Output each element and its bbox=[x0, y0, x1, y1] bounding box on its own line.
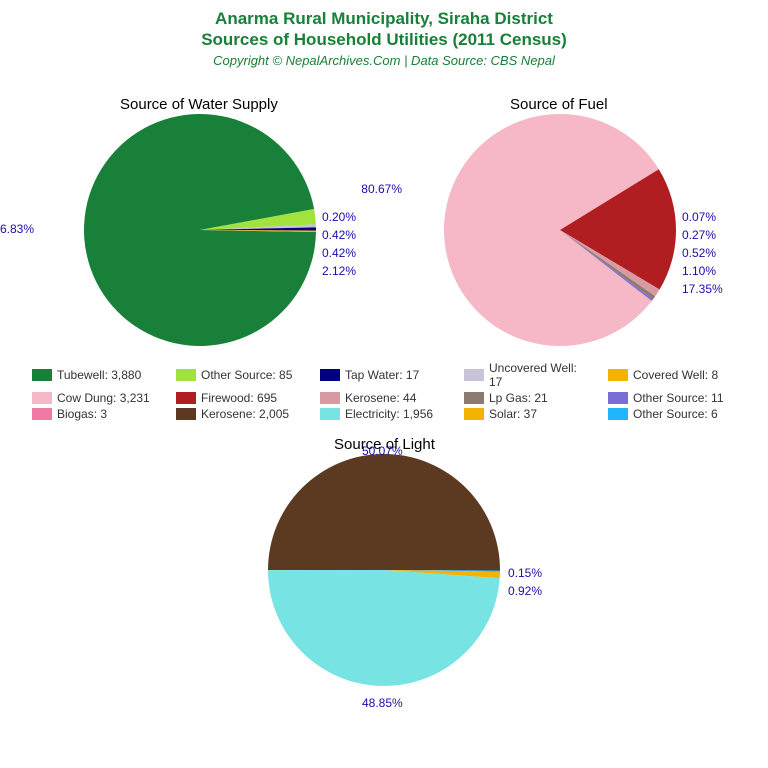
legend-item: Kerosene: 2,005 bbox=[176, 407, 304, 421]
legend-swatch bbox=[464, 369, 484, 381]
legend-label: Tap Water: 17 bbox=[345, 368, 419, 382]
legend-label: Solar: 37 bbox=[489, 407, 537, 421]
legend-label: Covered Well: 8 bbox=[633, 368, 718, 382]
legend-swatch bbox=[320, 392, 340, 404]
legend-item: Electricity: 1,956 bbox=[320, 407, 448, 421]
legend-item: Firewood: 695 bbox=[176, 391, 304, 405]
pie-slice bbox=[268, 570, 500, 686]
pie-slice bbox=[268, 454, 500, 571]
legend-label: Tubewell: 3,880 bbox=[57, 368, 141, 382]
legend-swatch bbox=[608, 369, 628, 381]
pct-label: 0.52% bbox=[682, 246, 716, 260]
legend-swatch bbox=[176, 369, 196, 381]
legend-label: Cow Dung: 3,231 bbox=[57, 391, 150, 405]
legend-item: Solar: 37 bbox=[464, 407, 592, 421]
legend-label: Lp Gas: 21 bbox=[489, 391, 548, 405]
legend-label: Electricity: 1,956 bbox=[345, 407, 433, 421]
legend-label: Biogas: 3 bbox=[57, 407, 107, 421]
pct-label: 2.12% bbox=[322, 264, 356, 278]
legend-item: Biogas: 3 bbox=[32, 407, 160, 421]
legend-label: Other Source: 11 bbox=[633, 391, 724, 405]
legend-swatch bbox=[176, 392, 196, 404]
legend-label: Firewood: 695 bbox=[201, 391, 277, 405]
legend-item: Kerosene: 44 bbox=[320, 391, 448, 405]
pct-label: 96.83% bbox=[0, 222, 34, 236]
pct-label: 17.35% bbox=[682, 282, 723, 296]
pct-label: 1.10% bbox=[682, 264, 716, 278]
legend-item: Covered Well: 8 bbox=[608, 361, 736, 389]
pct-label: 0.92% bbox=[508, 584, 542, 598]
pct-label: 48.85% bbox=[362, 696, 403, 710]
legend-label: Other Source: 85 bbox=[201, 368, 292, 382]
legend-label: Kerosene: 44 bbox=[345, 391, 416, 405]
legend-item: Uncovered Well: 17 bbox=[464, 361, 592, 389]
pct-label: 80.67% bbox=[361, 182, 402, 196]
pct-label: 0.42% bbox=[322, 246, 356, 260]
legend-item: Other Source: 6 bbox=[608, 407, 736, 421]
legend: Tubewell: 3,880 Other Source: 85 Tap Water… bbox=[24, 360, 744, 422]
pct-label: 0.27% bbox=[682, 228, 716, 242]
legend-swatch bbox=[464, 408, 484, 420]
legend-swatch bbox=[608, 392, 628, 404]
legend-label: Kerosene: 2,005 bbox=[201, 407, 289, 421]
pct-label: 0.42% bbox=[322, 228, 356, 242]
legend-item: Tubewell: 3,880 bbox=[32, 361, 160, 389]
pct-label: 50.07% bbox=[362, 444, 403, 458]
pct-label: 0.20% bbox=[322, 210, 356, 224]
legend-item: Tap Water: 17 bbox=[320, 361, 448, 389]
legend-item: Other Source: 85 bbox=[176, 361, 304, 389]
pct-label: 0.07% bbox=[682, 210, 716, 224]
legend-label: Other Source: 6 bbox=[633, 407, 718, 421]
legend-item: Lp Gas: 21 bbox=[464, 391, 592, 405]
legend-swatch bbox=[608, 408, 628, 420]
legend-swatch bbox=[32, 408, 52, 420]
legend-item: Cow Dung: 3,231 bbox=[32, 391, 160, 405]
legend-swatch bbox=[464, 392, 484, 404]
legend-swatch bbox=[32, 392, 52, 404]
legend-label: Uncovered Well: 17 bbox=[489, 361, 592, 389]
legend-swatch bbox=[320, 408, 340, 420]
legend-swatch bbox=[32, 369, 52, 381]
legend-swatch bbox=[320, 369, 340, 381]
pct-label: 0.15% bbox=[508, 566, 542, 580]
legend-swatch bbox=[176, 408, 196, 420]
chart-title: Source of Water Supply bbox=[120, 96, 278, 113]
legend-item: Other Source: 11 bbox=[608, 391, 736, 405]
chart-title: Source of Fuel bbox=[510, 96, 608, 113]
